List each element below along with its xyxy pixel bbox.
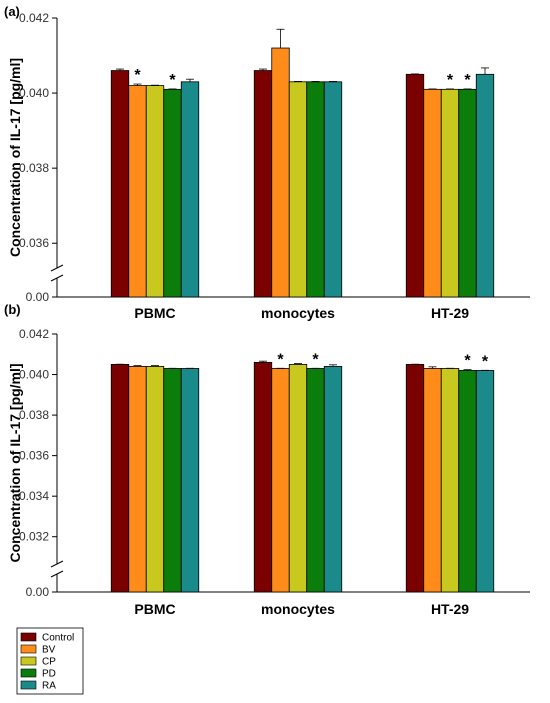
y-tick-label: 0.00: [26, 290, 50, 304]
bar-cp-monocytes: [288, 364, 308, 593]
bar-bv-pbmc: [128, 85, 147, 298]
chart-panel-a: (a) 0.036 0.038 0.040 0.042 0.00 Concentration…: [4, 4, 530, 321]
bar-pd-pbmc: [163, 88, 182, 298]
bar-ra-monocytes: [323, 366, 343, 593]
bar-bv-ht-29: [423, 88, 442, 298]
y-tick-label: 0.036: [19, 236, 49, 250]
y-tick-label: 0.042: [19, 327, 49, 341]
panel-label: (b): [4, 302, 21, 317]
bar-ra-pbmc: [180, 81, 200, 298]
y-tick-label: 0.038: [19, 408, 49, 422]
y-tick-label: 0.042: [19, 11, 49, 25]
bar-cp-ht-29: [440, 368, 460, 593]
bar-cp-ht-29: [440, 88, 460, 298]
category-label: HT-29: [431, 601, 469, 617]
legend-label: Control: [42, 633, 74, 644]
legend-swatch-pd: [20, 668, 37, 678]
bar-control-ht-29: [405, 364, 425, 593]
category-label: monocytes: [261, 601, 335, 617]
bar-control-monocytes: [253, 361, 273, 593]
significance-star: *: [169, 72, 176, 89]
bar-pd-pbmc: [163, 368, 182, 593]
legend-label: PD: [42, 669, 56, 680]
legend-label: RA: [42, 681, 56, 692]
axis-break-mark: [50, 560, 64, 568]
bar-ra-ht-29: [475, 370, 495, 593]
axis-break-mark: [50, 570, 64, 578]
panel-label: (a): [4, 4, 20, 19]
bar-ra-pbmc: [180, 368, 200, 593]
significance-star: *: [134, 67, 141, 84]
significance-star: *: [447, 72, 454, 89]
bar-bv-ht-29: [423, 368, 442, 593]
bar-bv-monocytes: [271, 47, 290, 298]
legend-swatch-bv: [20, 644, 37, 654]
bar-control-pbmc: [110, 70, 130, 298]
y-tick-label: 0.040: [19, 86, 49, 100]
significance-star: *: [464, 353, 471, 370]
category-label: HT-29: [431, 305, 469, 321]
bar-control-ht-29: [405, 73, 425, 298]
significance-star: *: [277, 351, 284, 368]
legend-swatch-ra: [20, 680, 37, 690]
legend-swatch-cp: [20, 656, 37, 666]
legend-label: CP: [42, 657, 56, 668]
legend-label: BV: [42, 645, 56, 656]
significance-star: *: [464, 72, 471, 89]
y-tick-label: 0.034: [19, 489, 49, 503]
bar-bv-monocytes: [271, 368, 290, 593]
bar-bv-pbmc: [128, 366, 147, 593]
significance-star: *: [482, 353, 489, 370]
bar-cp-pbmc: [145, 85, 165, 298]
y-axis-label: Concentration of IL-17 [pg/ml]: [7, 363, 23, 562]
y-tick-label: 0.038: [19, 161, 49, 175]
bar-pd-monocytes: [306, 368, 325, 593]
category-label: monocytes: [261, 305, 335, 321]
category-label: PBMC: [134, 601, 175, 617]
y-tick-label: 0.032: [19, 530, 49, 544]
bar-pd-monocytes: [306, 81, 325, 298]
bar-cp-pbmc: [145, 366, 165, 593]
y-axis-label: Concentration of IL-17 [pg/ml]: [7, 58, 23, 257]
legend-swatch-control: [20, 632, 37, 642]
y-tick-label: 0.00: [26, 585, 50, 599]
bar-ra-monocytes: [323, 81, 343, 298]
bar-cp-monocytes: [288, 81, 308, 298]
bar-ra-ht-29: [475, 73, 495, 298]
bar-control-monocytes: [253, 70, 273, 298]
y-tick-label: 0.040: [19, 368, 49, 382]
axis-break-mark: [50, 274, 64, 282]
chart-panel-b: (b) 0.032 0.034 0.036 0.038 0.040 0.042 0.00 Con…: [4, 302, 530, 617]
category-label: PBMC: [134, 305, 175, 321]
axis-break-mark: [50, 264, 64, 272]
significance-star: *: [312, 351, 319, 368]
y-tick-label: 0.036: [19, 449, 49, 463]
bar-pd-ht-29: [458, 88, 477, 298]
bar-pd-ht-29: [458, 370, 477, 593]
bar-control-pbmc: [110, 364, 130, 593]
